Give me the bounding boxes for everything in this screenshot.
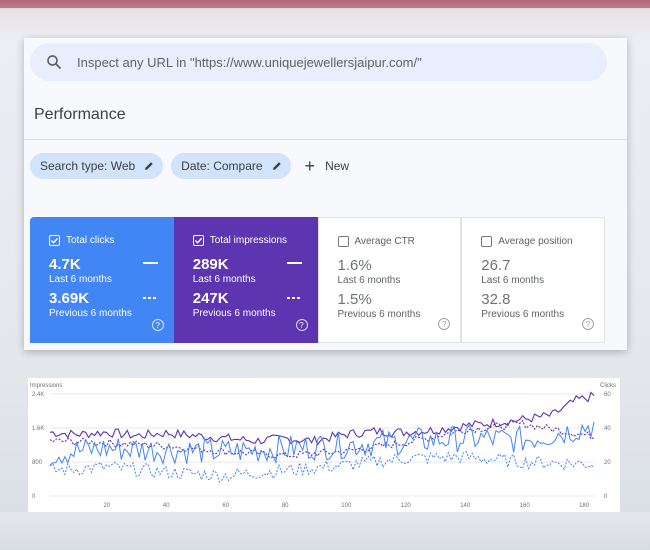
edit-pencil-icon[interactable]: [271, 160, 283, 172]
metric-previous-value: 247K: [192, 290, 229, 307]
metric-label: Total impressions: [209, 235, 288, 246]
left-axis-title: Impressions: [30, 383, 62, 389]
search-icon: [47, 55, 61, 69]
browser-top-strip: [0, 0, 650, 8]
search-bar[interactable]: Inspect any URL in "https://www.uniqueje…: [30, 43, 607, 81]
filter-chip-label: Search type: Web: [40, 159, 136, 173]
series-line: [49, 421, 595, 466]
new-filter-button[interactable]: + New: [305, 157, 350, 175]
search-input[interactable]: Inspect any URL in "https://www.uniqueje…: [77, 54, 422, 70]
left-tick-label: 800: [32, 460, 43, 466]
x-tick-label: 20: [103, 503, 110, 509]
edit-pencil-icon[interactable]: [143, 160, 155, 172]
solid-line-legend-icon: [142, 262, 158, 264]
series-line: [49, 391, 595, 446]
performance-card: Inspect any URL in "https://www.uniqueje…: [24, 38, 627, 350]
chart-svg: 2.4K 60 1.6K 40 800 20 0 0 Impressions Clicks 20 40…: [30, 383, 616, 509]
divider: [24, 139, 627, 140]
metric-current-period: Last 6 months: [337, 275, 401, 286]
x-tick-label: 140: [460, 503, 471, 509]
metric-current-value: 26.7: [481, 257, 511, 274]
metric-tile-average-position[interactable]: Average position 26.7 Last 6 months 32.8…: [461, 217, 605, 343]
x-tick-label: 160: [520, 503, 531, 509]
metric-previous-value: 1.5%: [337, 291, 372, 308]
metric-tile-total-clicks[interactable]: Total clicks 4.7K Last 6 months 3.69K Pr…: [30, 217, 174, 343]
metric-label: Total clicks: [66, 235, 115, 246]
metric-current-value: 1.6%: [337, 257, 372, 274]
metric-current-period: Last 6 months: [49, 274, 112, 285]
checkbox-checked-icon[interactable]: [49, 235, 60, 246]
page-title: Performance: [34, 106, 126, 123]
dashed-line-legend-icon: [142, 297, 158, 299]
checkbox-checked-icon[interactable]: [192, 235, 204, 246]
page-bottom-area: [0, 512, 650, 550]
help-icon[interactable]: ?: [438, 318, 451, 330]
metric-previous-period: Previous 6 months: [49, 308, 132, 319]
filter-chip-search-type[interactable]: Search type: Web: [30, 153, 164, 179]
metric-previous-period: Previous 6 months: [192, 308, 276, 319]
metric-previous-value: 32.8: [481, 291, 511, 308]
metric-tile-total-impressions[interactable]: Total impressions 289K Last 6 months 247…: [173, 217, 318, 343]
right-tick-label: 20: [604, 460, 611, 466]
metric-tile-average-ctr[interactable]: Average CTR 1.6% Last 6 months 1.5% Prev…: [317, 217, 462, 343]
filter-bar: Search type: Web Date: Compare + New: [30, 153, 349, 179]
metric-current-value: 4.7K: [49, 256, 81, 273]
metric-current-period: Last 6 months: [192, 274, 256, 285]
help-icon[interactable]: ?: [582, 318, 594, 330]
x-tick-label: 60: [222, 503, 229, 509]
metric-current-period: Last 6 months: [481, 275, 545, 286]
left-tick-label: 2.4K: [32, 392, 44, 398]
help-icon[interactable]: ?: [295, 319, 308, 331]
filter-chip-label: Date: Compare: [181, 159, 263, 173]
checkbox-unchecked-icon[interactable]: [337, 236, 349, 247]
help-icon[interactable]: ?: [151, 319, 164, 331]
metric-current-value: 289K: [192, 256, 229, 273]
dashed-line-legend-icon: [286, 297, 302, 299]
x-tick-label: 80: [282, 503, 289, 509]
solid-line-legend-icon: [286, 262, 302, 264]
metric-previous-period: Previous 6 months: [481, 309, 565, 320]
plus-icon: +: [304, 156, 316, 176]
x-tick-label: 180: [579, 503, 590, 509]
right-tick-label: 60: [604, 392, 611, 398]
series-line: [49, 450, 595, 483]
performance-chart: 2.4K 60 1.6K 40 800 20 0 0 Impressions Clicks 20 40…: [28, 378, 620, 512]
metric-label: Average CTR: [354, 236, 415, 247]
right-axis-title: Clicks: [600, 383, 616, 389]
metric-previous-period: Previous 6 months: [337, 309, 421, 320]
x-tick-label: 120: [401, 503, 412, 509]
x-tick-label: 100: [341, 503, 352, 509]
metric-label: Average position: [498, 236, 573, 247]
checkbox-unchecked-icon[interactable]: [481, 236, 493, 247]
metric-tiles: Total clicks 4.7K Last 6 months 3.69K Pr…: [30, 217, 605, 343]
left-tick-label: 1.6K: [32, 426, 44, 432]
right-tick-label: 40: [604, 426, 611, 432]
right-tick-label: 0: [604, 494, 608, 500]
filter-chip-date[interactable]: Date: Compare: [171, 153, 291, 179]
series-line: [49, 419, 595, 459]
new-filter-label: New: [325, 159, 350, 173]
x-tick-label: 40: [163, 503, 170, 509]
left-tick-label: 0: [32, 494, 36, 500]
metric-previous-value: 3.69K: [49, 290, 90, 307]
